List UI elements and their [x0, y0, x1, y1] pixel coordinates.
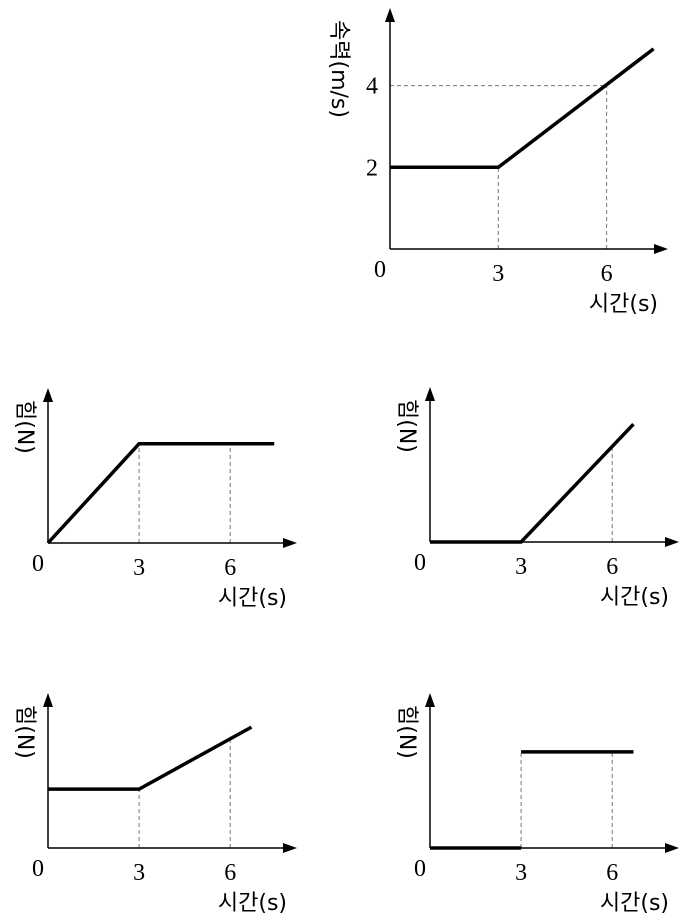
x-axis-arrow: [665, 843, 679, 853]
y-axis-label: 힘(N): [12, 705, 37, 759]
x-tick-label: 3: [133, 555, 145, 581]
y-tick-label: 4: [366, 74, 378, 100]
y-axis-arrow: [43, 693, 53, 707]
x-tick-label: 6: [606, 860, 618, 886]
x-tick-label: 0: [414, 550, 426, 576]
x-axis-label: 시간(s): [589, 292, 658, 317]
y-axis-arrow: [425, 693, 435, 707]
y-axis-arrow: [385, 8, 395, 22]
y-axis-label: 힘(N): [394, 399, 419, 453]
x-tick-label: 0: [374, 257, 386, 283]
x-axis-label: 시간(s): [600, 891, 669, 916]
x-axis-arrow: [665, 537, 679, 547]
data-line: [390, 47, 655, 170]
x-tick-label: 6: [224, 555, 236, 581]
x-tick-label: 6: [601, 261, 613, 287]
x-axis-arrow: [654, 244, 668, 254]
x-tick-label: 0: [32, 856, 44, 882]
x-tick-label: 6: [606, 554, 618, 580]
y-axis-label: 힘(N): [394, 705, 419, 759]
y-axis-label: 힘(N): [12, 400, 37, 454]
data-line: [430, 422, 635, 544]
y-tick-label: 2: [366, 155, 378, 181]
x-axis-label: 시간(s): [218, 586, 287, 611]
x-tick-label: 3: [515, 860, 527, 886]
data-line: [48, 725, 253, 791]
x-tick-label: 0: [32, 551, 44, 577]
y-axis-arrow: [425, 387, 435, 401]
x-tick-label: 3: [133, 860, 145, 886]
y-axis-label: 속력(m/s): [326, 20, 351, 118]
x-axis-label: 시간(s): [218, 891, 287, 916]
data-line: [430, 750, 634, 850]
x-tick-label: 3: [492, 261, 504, 287]
x-tick-label: 3: [515, 554, 527, 580]
x-tick-label: 6: [224, 860, 236, 886]
x-axis-arrow: [283, 843, 297, 853]
y-axis-arrow: [43, 388, 53, 402]
x-axis-label: 시간(s): [600, 585, 669, 610]
data-line: [46, 442, 275, 545]
x-tick-label: 0: [414, 856, 426, 882]
x-axis-arrow: [283, 538, 297, 548]
